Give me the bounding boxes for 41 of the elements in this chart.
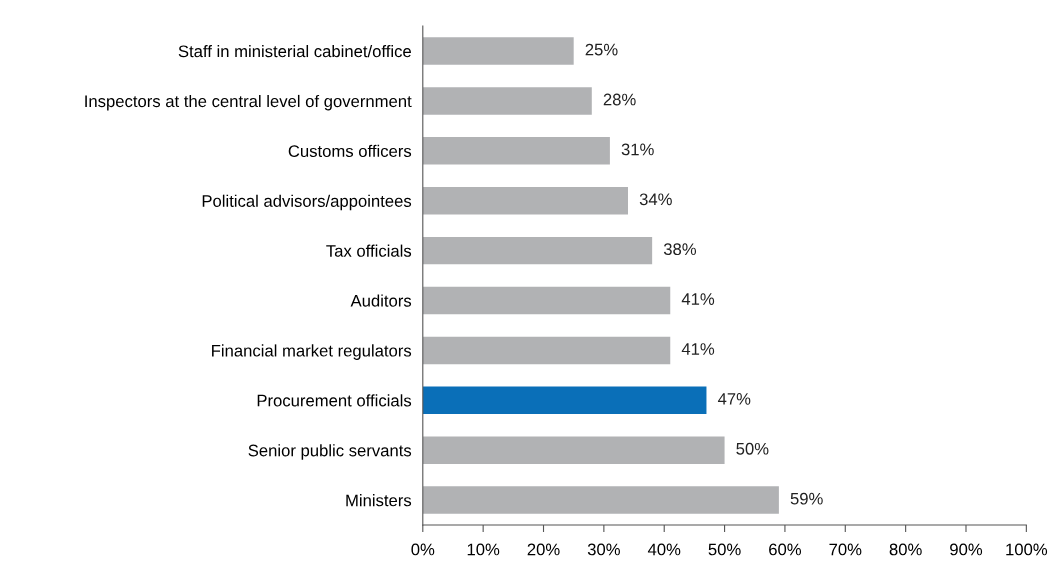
data-label: 47% bbox=[717, 393, 751, 405]
data-label: 28% bbox=[603, 93, 636, 106]
y-tick-label: Senior public servants bbox=[248, 444, 412, 460]
x-tick-label: 40% bbox=[647, 543, 681, 556]
bar bbox=[422, 37, 574, 65]
bar bbox=[422, 336, 671, 365]
data-label: 59% bbox=[790, 492, 823, 505]
bar bbox=[422, 187, 629, 215]
x-tick-label: 10% bbox=[467, 543, 500, 556]
x-tick-label: 0% bbox=[411, 543, 435, 556]
x-tick-label: 70% bbox=[829, 543, 862, 556]
data-label: 50% bbox=[736, 442, 769, 455]
x-tick-label: 20% bbox=[527, 543, 560, 556]
bar bbox=[422, 486, 779, 514]
data-label: 31% bbox=[621, 143, 654, 156]
y-tick-label: Auditors bbox=[350, 294, 412, 307]
y-tick-label: Political advisors/appointees bbox=[202, 194, 412, 211]
x-tick-label: 90% bbox=[950, 543, 983, 556]
x-tick-label: 30% bbox=[587, 543, 620, 556]
y-tick-label: Tax officials bbox=[326, 244, 412, 257]
y-tick-label: Customs officers bbox=[288, 144, 412, 158]
data-label: 41% bbox=[681, 343, 715, 355]
bar bbox=[422, 286, 671, 315]
x-tick-label: 80% bbox=[889, 543, 922, 556]
y-tick-label: Staff in ministerial cabinet/office bbox=[178, 44, 411, 58]
x-tick-label: 50% bbox=[708, 543, 741, 556]
y-tick-label: Inspectors at the central level of government bbox=[85, 94, 412, 111]
data-label: 41% bbox=[681, 293, 715, 305]
bar bbox=[422, 137, 610, 165]
bar bbox=[422, 386, 707, 415]
x-tick-label: 60% bbox=[769, 543, 802, 556]
data-label: 38% bbox=[663, 243, 697, 256]
data-label: 34% bbox=[639, 193, 672, 206]
y-tick-label: Procurement officials bbox=[257, 394, 412, 407]
data-label: 25% bbox=[585, 43, 618, 56]
bar bbox=[422, 236, 653, 265]
bar bbox=[422, 436, 725, 464]
x-tick-label: 100% bbox=[1006, 543, 1048, 556]
y-tick-label: Ministers bbox=[346, 494, 412, 507]
bar bbox=[422, 87, 592, 115]
y-tick-label: Financial market regulators bbox=[212, 344, 412, 360]
